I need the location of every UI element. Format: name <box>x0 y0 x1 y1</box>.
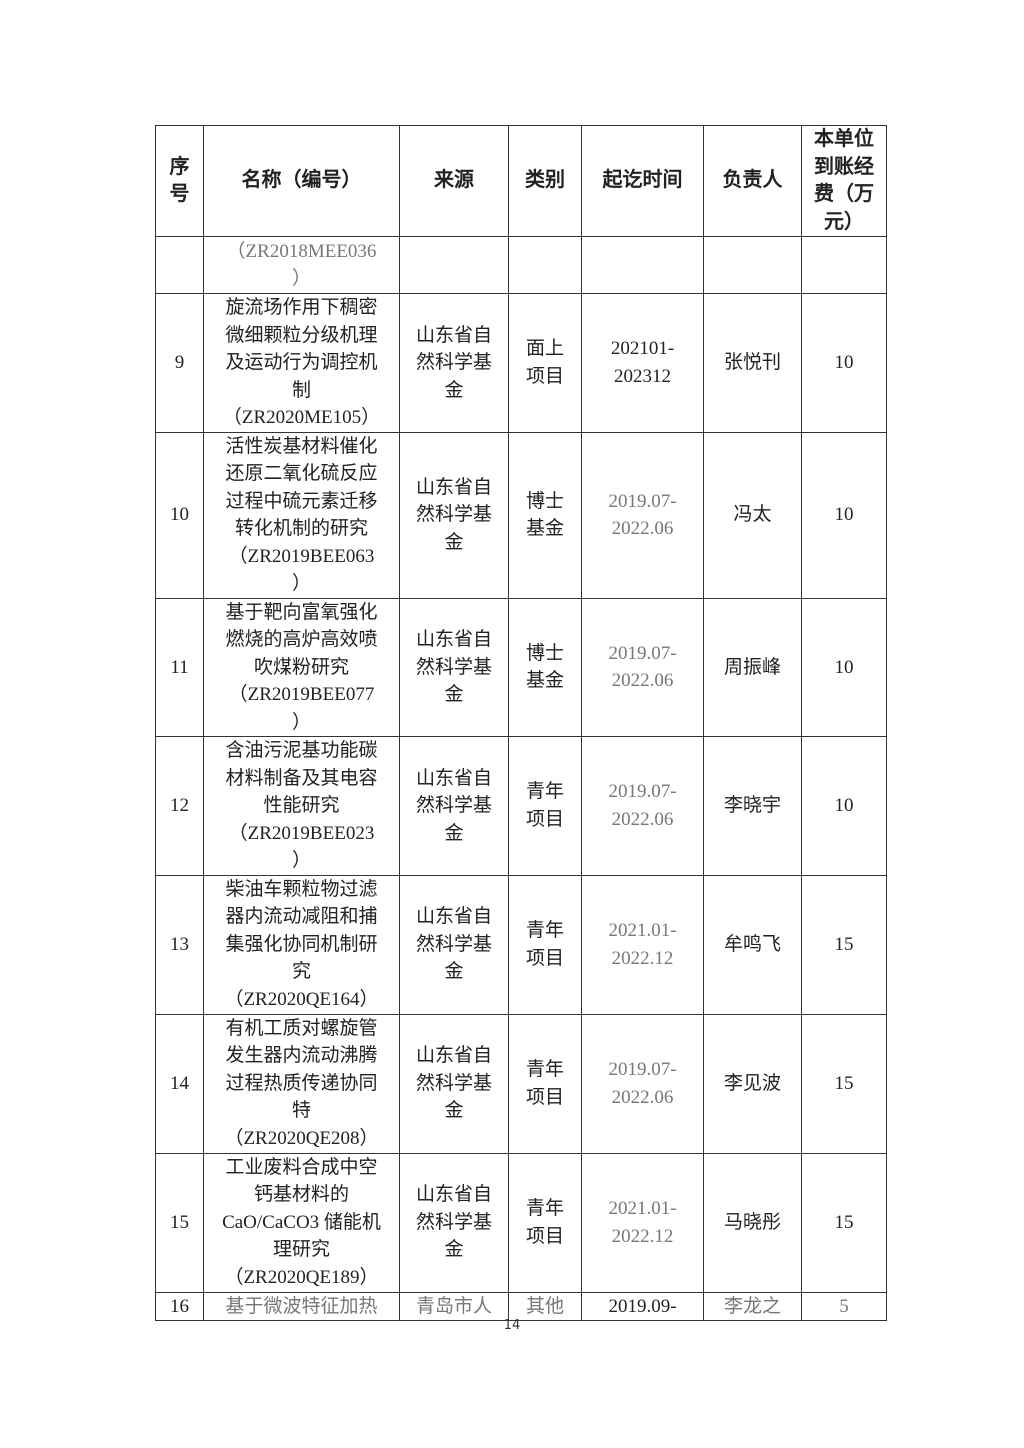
cell-source: 青岛市人 <box>399 1291 509 1321</box>
table-row: 10 活性炭基材料催化 还原二氧化硫反应 过程中硫元素迁移 转化机制的研究 （ZR… <box>155 431 887 599</box>
col-type-header: 类别 <box>508 125 582 237</box>
table-row: 16 基于微波特征加热 青岛市人 其他 2019.09- 李龙之 5 <box>155 1291 887 1321</box>
cell-leader: 马晓彤 <box>703 1152 802 1293</box>
cell-no: 9 <box>155 293 204 433</box>
table-row: 11 基于靶向富氧强化 燃烧的高炉高效喷 吹煤粉研究 （ZR2019BEE077 … <box>155 597 887 737</box>
cell-period: 2019.07- 2022.06 <box>581 1013 704 1154</box>
cell-leader: 冯太 <box>703 431 802 599</box>
cell-period: 2019.09- <box>581 1291 704 1321</box>
cell-no: 16 <box>155 1291 204 1321</box>
cell-name: 基于靶向富氧强化 燃烧的高炉高效喷 吹煤粉研究 （ZR2019BEE077 ） <box>203 597 400 737</box>
cell-period: 2019.07- 2022.06 <box>581 736 704 876</box>
cell-name: 有机工质对螺旋管 发生器内流动沸腾 过程热质传递协同 特 （ZR2020QE20… <box>203 1013 400 1154</box>
cell-funds: 5 <box>801 1291 887 1321</box>
col-leader-header: 负责人 <box>703 125 802 237</box>
cell-name: （ZR2018MEE036 ） <box>203 236 400 294</box>
cell-type <box>508 236 582 294</box>
col-funds-header: 本单位 到账经 费（万 元） <box>801 125 887 237</box>
cell-period: 202101- 202312 <box>581 293 704 433</box>
cell-source: 山东省自 然科学基 金 <box>399 431 509 599</box>
cell-leader: 李晓宇 <box>703 736 802 876</box>
cell-leader: 李龙之 <box>703 1291 802 1321</box>
cell-source: 山东省自 然科学基 金 <box>399 1013 509 1154</box>
table-row: 14 有机工质对螺旋管 发生器内流动沸腾 过程热质传递协同 特 （ZR2020QE… <box>155 1013 887 1154</box>
col-period-header: 起讫时间 <box>581 125 704 237</box>
cell-period: 2021.01- 2022.12 <box>581 1152 704 1293</box>
cell-funds: 10 <box>801 293 887 433</box>
cell-source: 山东省自 然科学基 金 <box>399 736 509 876</box>
cell-funds: 15 <box>801 874 887 1015</box>
cell-name: 活性炭基材料催化 还原二氧化硫反应 过程中硫元素迁移 转化机制的研究 （ZR20… <box>203 431 400 599</box>
cell-no: 14 <box>155 1013 204 1154</box>
cell-type: 青年 项目 <box>508 874 582 1015</box>
cell-name: 含油污泥基功能碳 材料制备及其电容 性能研究 （ZR2019BEE023 ） <box>203 736 400 876</box>
cell-type: 博士 基金 <box>508 597 582 737</box>
cell-name: 基于微波特征加热 <box>203 1291 400 1321</box>
cell-funds: 15 <box>801 1013 887 1154</box>
cell-funds: 10 <box>801 736 887 876</box>
col-name-header: 名称（编号） <box>203 125 400 237</box>
cell-funds <box>801 236 887 294</box>
cell-type: 青年 项目 <box>508 1013 582 1154</box>
page-number: 14 <box>503 1318 521 1333</box>
cell-period: 2019.07- 2022.06 <box>581 431 704 599</box>
cell-funds: 10 <box>801 431 887 599</box>
cell-type: 面上 项目 <box>508 293 582 433</box>
cell-name: 工业废料合成中空 钙基材料的 CaO/CaCO3 储能机 理研究 （ZR2020… <box>203 1152 400 1293</box>
cell-leader: 张悦刊 <box>703 293 802 433</box>
cell-source: 山东省自 然科学基 金 <box>399 1152 509 1293</box>
cell-no: 13 <box>155 874 204 1015</box>
cell-no <box>155 236 204 294</box>
cell-leader: 牟鸣飞 <box>703 874 802 1015</box>
cell-period: 2019.07- 2022.06 <box>581 597 704 737</box>
cell-type: 青年 项目 <box>508 1152 582 1293</box>
cell-funds: 15 <box>801 1152 887 1293</box>
cell-no: 15 <box>155 1152 204 1293</box>
cell-no: 12 <box>155 736 204 876</box>
col-no-header: 序 号 <box>155 125 204 237</box>
cell-type: 其他 <box>508 1291 582 1321</box>
table-row: 15 工业废料合成中空 钙基材料的 CaO/CaCO3 储能机 理研究 （ZR20… <box>155 1152 887 1293</box>
cell-source <box>399 236 509 294</box>
project-table: 序 号名称（编号） 来源 类别 起讫时间 负责人 本单位 到账经 费（万 元） （ZR20… <box>155 125 887 1321</box>
cell-period <box>581 236 704 294</box>
cell-no: 11 <box>155 597 204 737</box>
table-row: （ZR2018MEE036 ） <box>155 236 887 294</box>
cell-leader <box>703 236 802 294</box>
cell-funds: 10 <box>801 597 887 737</box>
cell-leader: 周振峰 <box>703 597 802 737</box>
table-row: 9 旋流场作用下稠密 微细颗粒分级机理 及运动行为调控机 制 （ZR2020ME1… <box>155 293 887 433</box>
cell-no: 10 <box>155 431 204 599</box>
cell-source: 山东省自 然科学基 金 <box>399 874 509 1015</box>
cell-period: 2021.01- 2022.12 <box>581 874 704 1015</box>
cell-source: 山东省自 然科学基 金 <box>399 597 509 737</box>
cell-name: 柴油车颗粒物过滤 器内流动减阻和捕 集强化协同机制研 究 （ZR2020QE16… <box>203 874 400 1015</box>
table-header: 序 号名称（编号） 来源 类别 起讫时间 负责人 本单位 到账经 费（万 元） <box>155 125 887 237</box>
table-row: 13 柴油车颗粒物过滤 器内流动减阻和捕 集强化协同机制研 究 （ZR2020QE… <box>155 874 887 1015</box>
cell-source: 山东省自 然科学基 金 <box>399 293 509 433</box>
cell-leader: 李见波 <box>703 1013 802 1154</box>
cell-type: 青年 项目 <box>508 736 582 876</box>
table-row: 12 含油污泥基功能碳 材料制备及其电容 性能研究 （ZR2019BEE023 ）… <box>155 736 887 876</box>
cell-type: 博士 基金 <box>508 431 582 599</box>
cell-name: 旋流场作用下稠密 微细颗粒分级机理 及运动行为调控机 制 （ZR2020ME10… <box>203 293 400 433</box>
col-source-header: 来源 <box>399 125 509 237</box>
